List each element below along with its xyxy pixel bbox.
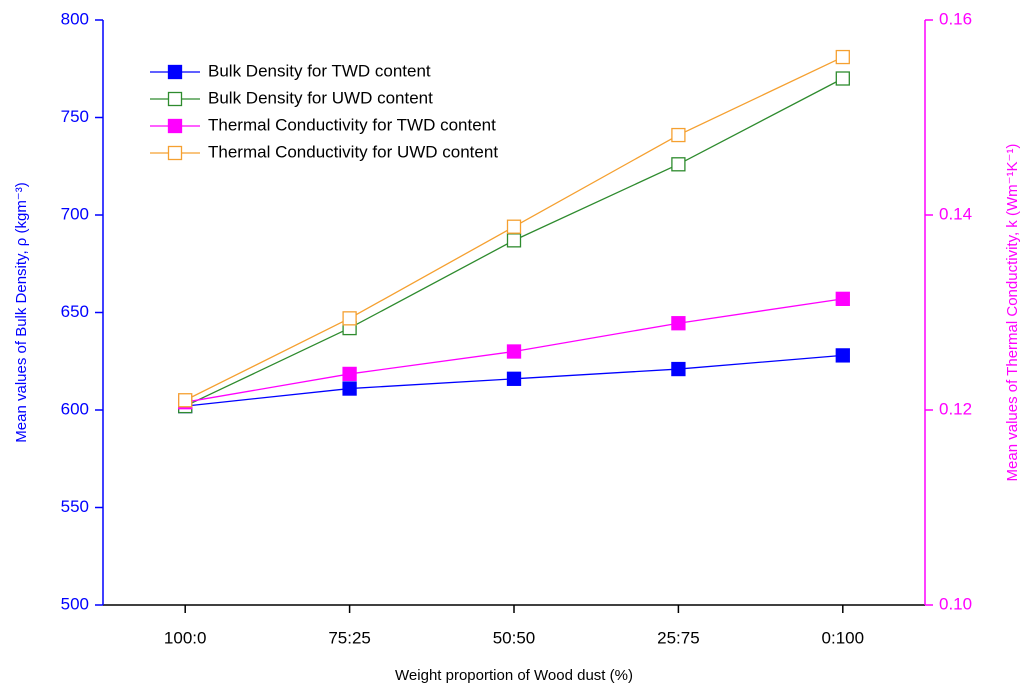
marker <box>167 145 183 161</box>
marker <box>671 157 686 172</box>
x-tick-label: 75:25 <box>328 628 371 647</box>
y-tick-label: 750 <box>61 107 89 126</box>
marker <box>342 311 357 326</box>
marker <box>671 316 686 331</box>
marker <box>671 361 686 377</box>
x-tick-label: 100:0 <box>164 628 207 647</box>
y-tick-label: 550 <box>61 497 89 516</box>
marker <box>671 127 686 143</box>
y-tick-label: 800 <box>61 9 89 28</box>
marker <box>835 291 850 307</box>
y2-tick-label: 0.16 <box>939 9 972 28</box>
marker <box>342 366 357 382</box>
marker <box>167 118 183 134</box>
y-tick-label: 700 <box>61 204 89 223</box>
marker <box>178 393 193 408</box>
legend-label: Bulk Density for TWD content <box>208 61 431 80</box>
y2-axis-label: Mean values of Thermal Conductivity, k (… <box>1004 144 1021 482</box>
y-axis-label: Mean values of Bulk Density, ρ (kgm⁻³) <box>13 182 30 442</box>
marker <box>506 371 522 386</box>
x-tick-label: 0:100 <box>822 628 865 647</box>
x-axis-label: Weight proportion of Wood dust (%) <box>395 667 633 684</box>
marker <box>342 381 357 396</box>
y-tick-label: 650 <box>61 302 89 321</box>
y2-tick-label: 0.10 <box>939 594 972 613</box>
legend-label: Thermal Conductivity for UWD content <box>208 142 498 161</box>
marker <box>835 49 850 65</box>
marker <box>167 64 183 80</box>
marker <box>835 71 850 86</box>
marker <box>506 219 522 234</box>
marker <box>506 233 522 248</box>
legend-label: Thermal Conductivity for TWD content <box>208 115 496 134</box>
x-tick-label: 25:75 <box>657 628 700 647</box>
legend-label: Bulk Density for UWD content <box>208 88 433 107</box>
y-tick-label: 500 <box>61 594 89 613</box>
marker <box>167 91 183 107</box>
marker <box>506 344 522 359</box>
x-tick-label: 50:50 <box>493 628 536 647</box>
y2-tick-label: 0.14 <box>939 204 972 223</box>
marker <box>835 348 850 363</box>
y2-tick-label: 0.12 <box>939 399 972 418</box>
y-tick-label: 600 <box>61 399 89 418</box>
